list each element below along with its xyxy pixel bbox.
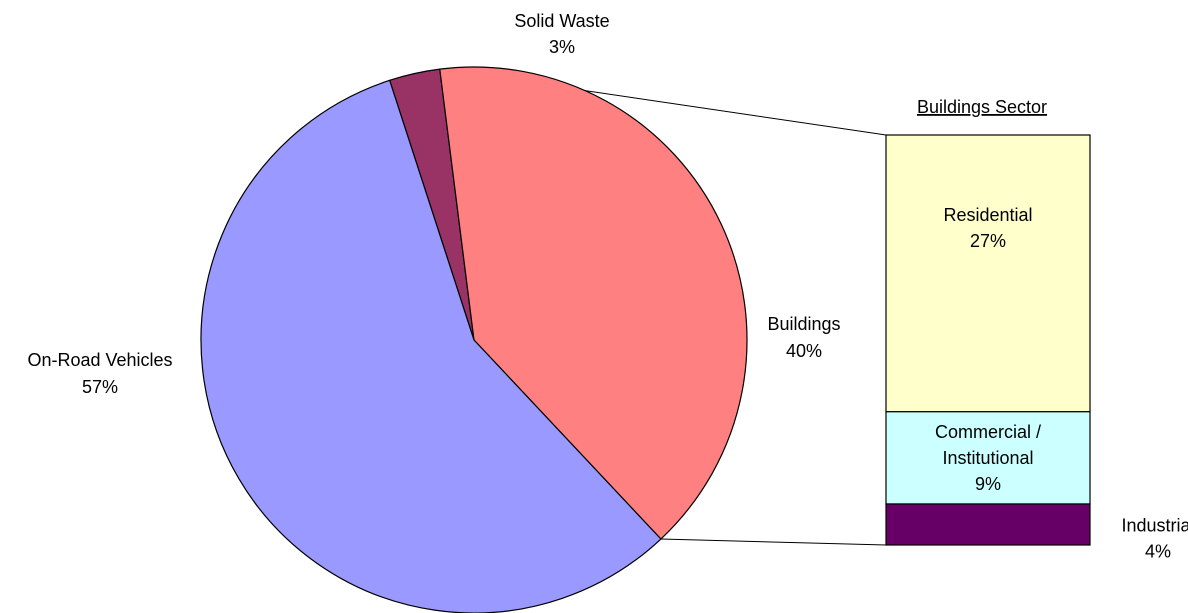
- pie-label-solid-waste: Solid Waste: [514, 11, 609, 31]
- bar-label-industrial-1: Industrial: [1121, 516, 1188, 536]
- bar-segment-commercial-institutional: [885, 411, 1091, 505]
- bar-label-residential-1: Residential: [943, 205, 1032, 225]
- pie-value-on-road-vehicles: 57%: [82, 377, 118, 397]
- bar-value-industrial: 4%: [1145, 542, 1171, 562]
- pie-value-solid-waste: 3%: [549, 37, 575, 57]
- stacked-bar-labels: Residential 27% Commercial / Institutional 9…: [935, 205, 1188, 562]
- connector-line-bottom: [660, 538, 887, 546]
- pie-slice-buildings: [439, 66, 748, 540]
- buildings-stacked-bar: [885, 134, 1091, 546]
- bar-segment-residential: [885, 134, 1091, 413]
- bar-label-commercial-institutional-1: Commercial /: [935, 422, 1041, 442]
- pie-value-buildings: 40%: [786, 341, 822, 361]
- pie-labels: Solid Waste 3% Buildings 40% On-Road Vehicle…: [27, 11, 840, 397]
- bar-value-residential: 27%: [970, 231, 1006, 251]
- bar-value-commercial-institutional: 9%: [975, 474, 1001, 494]
- pie-chart: [200, 66, 748, 613]
- bar-segment-industrial: [885, 503, 1091, 546]
- pie-label-buildings: Buildings: [767, 314, 840, 334]
- pie-slice-on-road-vehicles: [200, 79, 662, 613]
- stacked-bar-title: Buildings Sector: [917, 97, 1047, 117]
- bar-label-commercial-institutional-2: Institutional: [942, 448, 1033, 468]
- pie-label-on-road-vehicles: On-Road Vehicles: [27, 350, 172, 370]
